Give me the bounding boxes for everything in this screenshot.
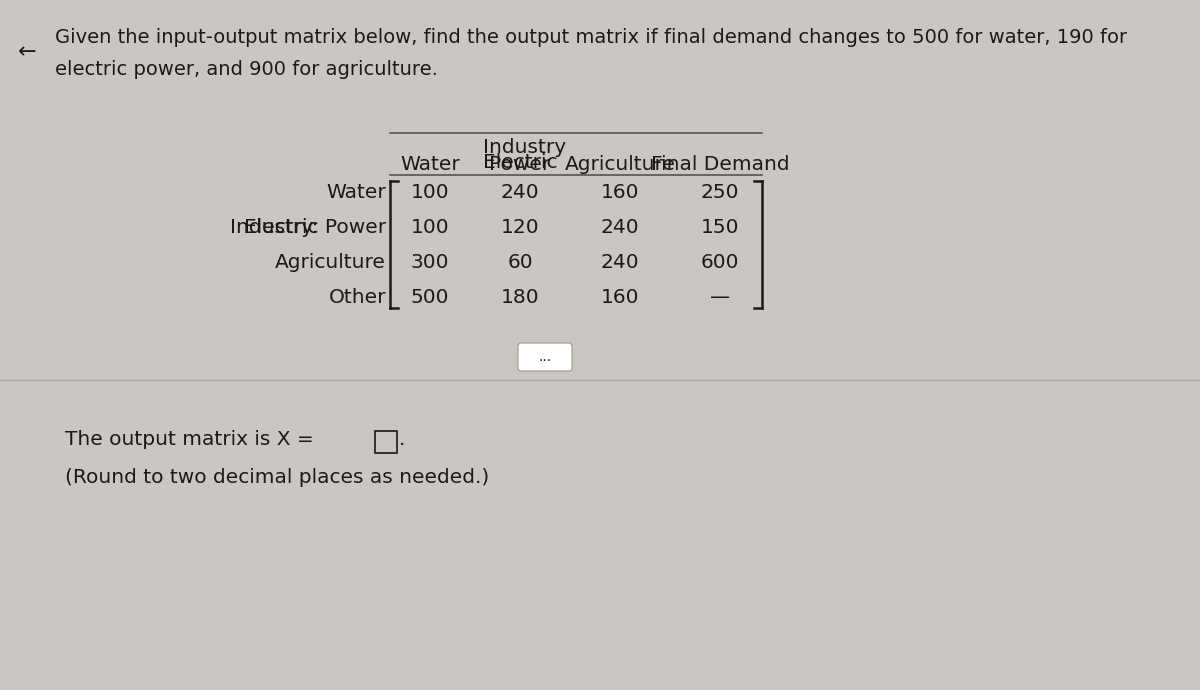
Text: 120: 120 (500, 218, 539, 237)
Text: 240: 240 (601, 218, 640, 237)
Text: Industry:: Industry: (230, 218, 318, 237)
Text: electric power, and 900 for agriculture.: electric power, and 900 for agriculture. (55, 60, 438, 79)
Text: (Round to two decimal places as needed.): (Round to two decimal places as needed.) (65, 468, 490, 487)
Text: 150: 150 (701, 218, 739, 237)
Text: 100: 100 (410, 218, 449, 237)
Text: Other: Other (329, 288, 386, 307)
Text: 600: 600 (701, 253, 739, 272)
Text: 60: 60 (508, 253, 533, 272)
Text: 300: 300 (410, 253, 449, 272)
Text: ←: ← (18, 42, 37, 62)
Text: .: . (398, 430, 406, 449)
Text: Electric: Electric (482, 153, 557, 172)
Text: 240: 240 (601, 253, 640, 272)
Text: Electric Power: Electric Power (244, 218, 386, 237)
Text: The output matrix is X =: The output matrix is X = (65, 430, 313, 449)
Text: ...: ... (539, 350, 552, 364)
Text: 500: 500 (410, 288, 449, 307)
Text: Agriculture: Agriculture (275, 253, 386, 272)
Text: 250: 250 (701, 183, 739, 202)
Text: 160: 160 (601, 183, 640, 202)
Text: Industry: Industry (484, 138, 566, 157)
Text: —: — (710, 288, 730, 307)
Text: Water: Water (326, 183, 386, 202)
Text: Power: Power (490, 155, 551, 174)
Text: Agriculture: Agriculture (564, 155, 676, 174)
Text: Final Demand: Final Demand (650, 155, 790, 174)
Bar (374, 431, 397, 453)
Text: Water: Water (400, 155, 460, 174)
Text: 180: 180 (500, 288, 539, 307)
Text: 240: 240 (500, 183, 539, 202)
Text: Given the input-output matrix below, find the output matrix if final demand chan: Given the input-output matrix below, fin… (55, 28, 1127, 47)
FancyBboxPatch shape (518, 343, 572, 371)
Text: 100: 100 (410, 183, 449, 202)
Text: 160: 160 (601, 288, 640, 307)
